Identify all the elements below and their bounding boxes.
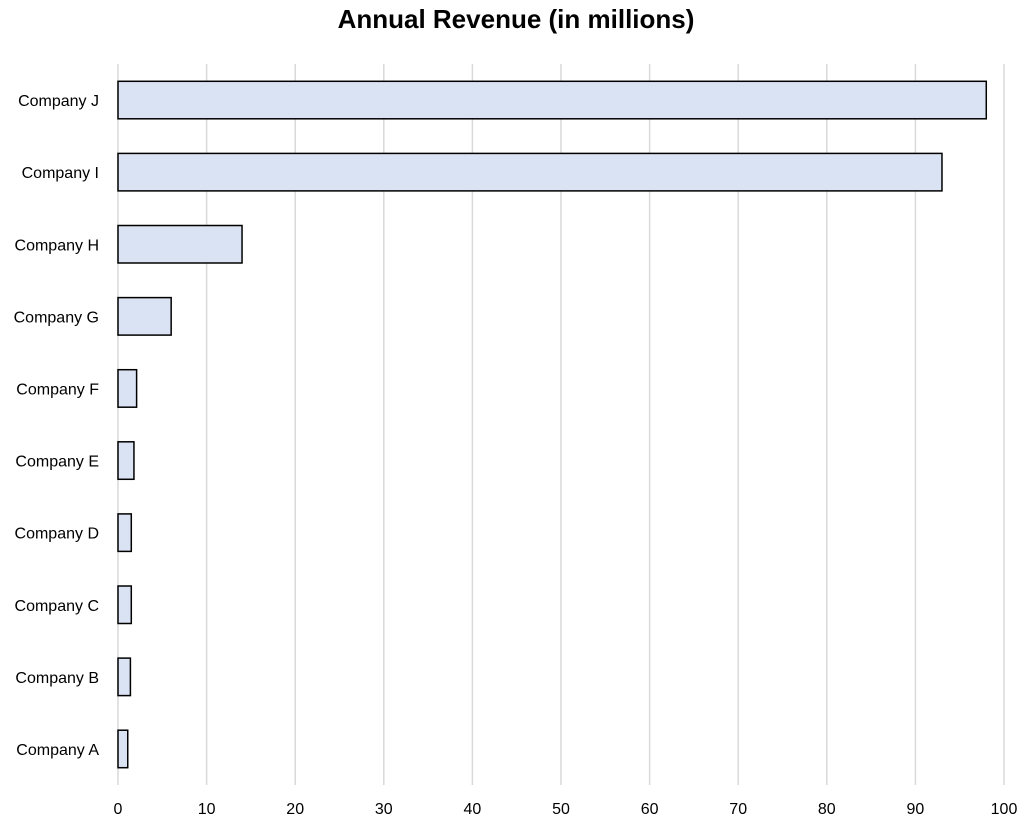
bars <box>117 80 988 769</box>
x-tick-label: 80 <box>818 801 836 818</box>
category-label: Company E <box>15 454 99 471</box>
bar-company-e <box>117 441 135 481</box>
category-label: Company D <box>15 526 99 543</box>
category-label: Company G <box>14 309 99 326</box>
bar-company-h <box>117 224 243 264</box>
category-labels: Company J Company I Company H Company G Comp… <box>14 93 100 759</box>
category-label: Company C <box>15 598 99 615</box>
x-tick-label: 30 <box>375 801 393 818</box>
x-axis-tick-labels: 0 10 20 30 40 50 60 70 80 90 100 <box>114 801 1018 818</box>
x-tick-label: 0 <box>114 801 123 818</box>
bar-company-d <box>117 513 133 553</box>
bar-company-j <box>117 80 988 120</box>
x-tick-label: 60 <box>641 801 659 818</box>
category-label: Company J <box>18 93 99 110</box>
x-tick-label: 10 <box>198 801 216 818</box>
bar-company-b <box>117 657 132 697</box>
bar-company-g <box>117 296 172 336</box>
bar-company-c <box>117 585 133 625</box>
bar-company-a <box>117 729 129 769</box>
category-label: Company B <box>15 670 99 687</box>
category-label: Company H <box>15 237 99 254</box>
x-tick-label: 50 <box>552 801 570 818</box>
x-tick-label: 20 <box>286 801 304 818</box>
x-tick-label: 90 <box>907 801 925 818</box>
bar-company-i <box>117 152 943 192</box>
x-tick-label: 70 <box>729 801 747 818</box>
chart-title: Annual Revenue (in millions) <box>338 4 695 34</box>
category-label: Company F <box>16 381 99 398</box>
x-tick-label: 100 <box>991 801 1018 818</box>
x-tick-label: 40 <box>464 801 482 818</box>
category-label: Company I <box>22 165 99 182</box>
category-label: Company A <box>16 742 99 759</box>
bar-company-f <box>117 368 138 408</box>
